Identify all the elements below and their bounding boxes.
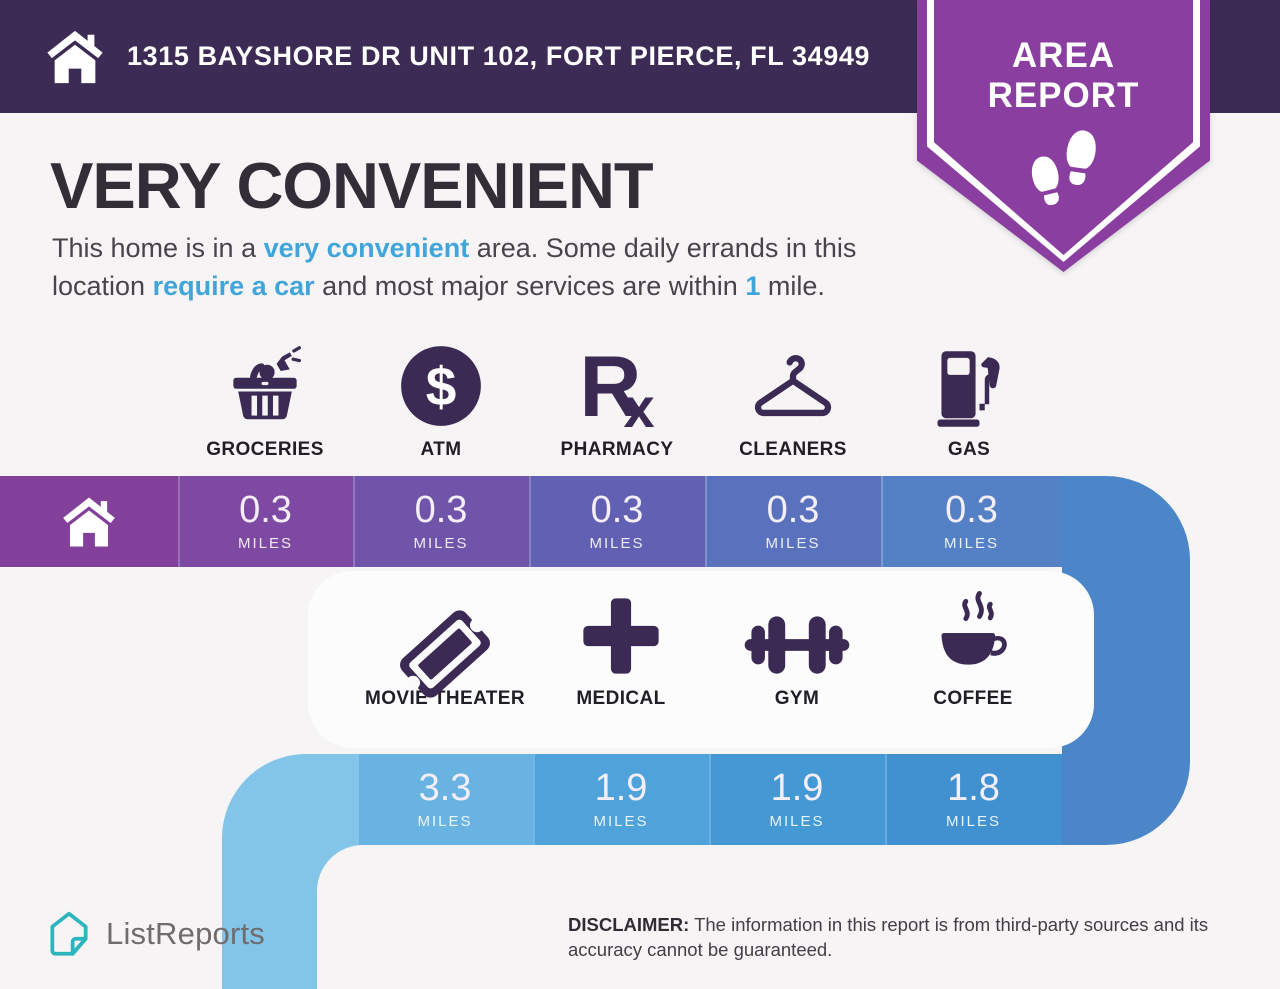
bar-cap <box>222 754 357 845</box>
cleaners-icon <box>737 334 849 430</box>
distance-cell: 0.3 MILES <box>178 476 353 567</box>
amenity-label: COFFEE <box>933 688 1013 709</box>
amenity-atm: $ ATM <box>353 334 529 461</box>
amenity-label: MOVIE THEATER <box>364 688 526 709</box>
amenity-label: PHARMACY <box>560 439 674 460</box>
amenity-coffee: COFFEE <box>885 583 1061 710</box>
distance-bar-row1: 0.3 MILES 0.3 MILES 0.3 MILES 0.3 MILES … <box>0 476 1062 567</box>
distance-cell: 0.3 MILES <box>881 476 1062 567</box>
atm-icon: $ <box>397 334 485 430</box>
distance-cell: 3.3 MILES <box>357 754 533 845</box>
amenity-label: ATM <box>420 439 462 460</box>
amenity-label: GAS <box>947 439 991 460</box>
amenity-label: GYM <box>774 688 820 709</box>
amenity-gym: GYM <box>709 583 885 710</box>
amenity-label: CLEANERS <box>739 439 847 460</box>
disclaimer: DISCLAIMER: The information in this repo… <box>568 914 1209 960</box>
summary-text: This home is in a very convenient area. … <box>52 233 857 301</box>
area-report-badge: AREA REPORT <box>917 0 1210 272</box>
gas-icon <box>927 334 1011 430</box>
disclaimer-label: DISCLAIMER: <box>568 914 690 935</box>
amenity-card-row2: MOVIE THEATER MEDICAL GYM <box>308 571 1094 748</box>
svg-text:$: $ <box>426 355 457 417</box>
home-icon <box>58 493 120 551</box>
distance-cell: 1.8 MILES <box>885 754 1062 845</box>
medical-icon <box>578 583 664 679</box>
distance-bar-row2: 3.3 MILES 1.9 MILES 1.9 MILES 1.8 MILES <box>222 754 1062 845</box>
highlight-one-mile: 1 <box>745 271 761 301</box>
movie-theater-icon <box>396 583 494 702</box>
home-icon <box>44 25 106 89</box>
amenity-label: GROCERIES <box>206 439 324 460</box>
amenity-label: MEDICAL <box>576 688 666 709</box>
home-segment <box>0 476 178 567</box>
page-title: VERY CONVENIENT <box>50 149 654 222</box>
amenity-gas: GAS <box>881 334 1057 461</box>
coffee-icon <box>927 583 1019 679</box>
amenity-groceries: GROCERIES <box>177 334 353 461</box>
brand-logo: ListReports <box>44 906 265 962</box>
distance-cell: 1.9 MILES <box>533 754 709 845</box>
badge-title: AREA REPORT <box>987 36 1140 115</box>
footprints-icon <box>1012 128 1116 224</box>
highlight-very-convenient: very convenient <box>263 233 470 263</box>
brand-name: ListReports <box>106 916 265 951</box>
distance-cell: 0.3 MILES <box>705 476 881 567</box>
amenity-medical: MEDICAL <box>533 583 709 710</box>
amenity-cleaners: CLEANERS <box>705 334 881 461</box>
route-corner <box>317 845 363 891</box>
route-strip <box>222 838 317 989</box>
groceries-icon <box>217 334 313 430</box>
distance-cell: 0.3 MILES <box>529 476 705 567</box>
distance-cell: 1.9 MILES <box>709 754 885 845</box>
property-address: 1315 BAYSHORE DR UNIT 102, FORT PIERCE, … <box>127 41 871 71</box>
gym-icon <box>743 583 851 679</box>
amenity-movie-theater: MOVIE THEATER <box>357 583 533 710</box>
listreports-logo-icon <box>44 906 94 962</box>
distance-cell: 0.3 MILES <box>353 476 529 567</box>
highlight-require-a-car: require a car <box>152 271 315 301</box>
